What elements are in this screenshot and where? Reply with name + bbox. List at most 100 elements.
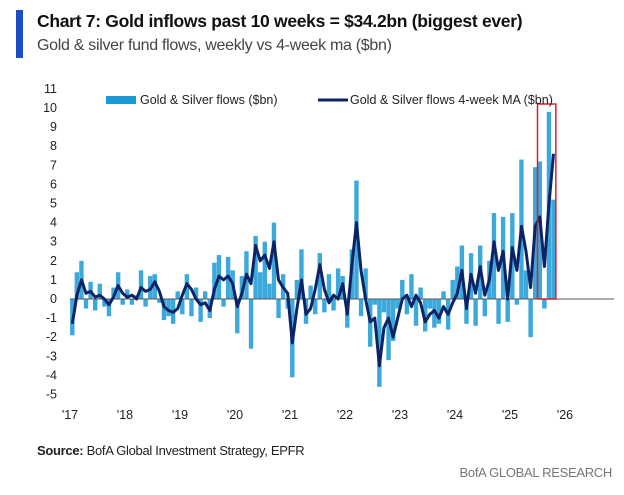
y-tick-label: 5 xyxy=(50,197,57,211)
flow-bar xyxy=(400,279,405,299)
y-tick-label: 6 xyxy=(50,177,57,191)
flow-bar xyxy=(386,299,391,361)
flow-bar xyxy=(193,287,199,299)
x-tick-label: '19 xyxy=(172,408,188,422)
flow-bar xyxy=(427,299,432,309)
flow-bar xyxy=(322,299,327,313)
flow-bar xyxy=(267,283,272,299)
brand-footer: BofA GLOBAL RESEARCH xyxy=(459,465,613,480)
flow-bar xyxy=(450,279,455,299)
y-tick-label: 0 xyxy=(50,292,57,306)
flow-bar xyxy=(203,291,208,299)
chart-subtitle: Gold & silver fund flows, weekly vs 4-we… xyxy=(37,37,392,54)
flow-bar xyxy=(404,299,410,315)
flow-bar xyxy=(253,235,258,299)
legend: Gold & Silver flows ($bn) Gold & Silver … xyxy=(106,93,553,107)
legend-label-line: Gold & Silver flows 4-week MA ($bn) xyxy=(350,93,553,107)
flow-bar xyxy=(175,291,180,299)
flow-bar xyxy=(235,299,240,334)
flow-bar xyxy=(505,299,510,322)
flow-bar xyxy=(97,283,102,299)
flow-bar xyxy=(83,299,89,309)
flow-bar xyxy=(496,299,501,324)
flow-bar xyxy=(354,180,359,299)
ma-line xyxy=(70,153,555,368)
y-tick-label: 7 xyxy=(50,158,57,172)
y-tick-label: 10 xyxy=(43,101,57,115)
flow-bar xyxy=(258,272,263,299)
y-tick-label: -5 xyxy=(46,388,57,402)
y-tick-label: -2 xyxy=(46,330,57,344)
x-tick-label: '24 xyxy=(447,408,463,422)
flow-bar xyxy=(418,287,423,299)
flow-bar xyxy=(106,299,112,317)
flow-bar xyxy=(436,299,442,324)
flow-bar xyxy=(523,270,529,299)
flow-bar xyxy=(491,213,497,299)
flow-bar xyxy=(363,268,368,299)
flow-bar xyxy=(455,266,460,299)
chart-title: Chart 7: Gold inflows past 10 weeks = $3… xyxy=(37,11,523,31)
source-text: BofA Global Investment Strategy, EPFR xyxy=(83,443,305,458)
x-tick-label: '18 xyxy=(117,408,133,422)
flow-bar xyxy=(93,299,98,311)
source-label: Source: xyxy=(37,443,84,458)
flow-bar xyxy=(143,299,148,307)
x-tick-label: '21 xyxy=(282,408,298,422)
flow-bar xyxy=(189,299,194,317)
x-tick-label: '25 xyxy=(502,408,518,422)
flow-bar xyxy=(464,299,469,324)
flow-bar xyxy=(423,299,428,332)
y-tick-label: 3 xyxy=(50,235,57,249)
legend-swatch-bars xyxy=(106,96,136,104)
y-tick-label: -1 xyxy=(46,311,57,325)
flow-bar xyxy=(308,285,313,299)
flow-bar xyxy=(198,299,203,322)
flow-bar xyxy=(409,274,414,299)
flow-bar xyxy=(166,299,171,317)
flow-bar xyxy=(294,279,300,299)
accent-bar xyxy=(16,10,23,58)
x-tick-label: '20 xyxy=(227,408,243,422)
flow-bar xyxy=(473,299,478,326)
flow-bar xyxy=(299,249,304,299)
flow-bar xyxy=(317,253,322,299)
flow-bar xyxy=(271,222,277,299)
flow-bar xyxy=(335,268,341,299)
flow-bar xyxy=(138,270,144,299)
flow-bar xyxy=(482,299,487,317)
y-tick-label: 9 xyxy=(50,120,57,134)
flow-bar xyxy=(331,299,336,311)
source-note: Source: BofA Global Investment Strategy,… xyxy=(37,443,305,458)
flow-bar xyxy=(441,291,446,299)
flow-bar xyxy=(326,274,332,299)
flow-bar xyxy=(381,299,387,313)
y-tick-label: -4 xyxy=(46,368,57,382)
y-tick-label: 4 xyxy=(50,216,57,230)
flow-bar xyxy=(313,299,318,315)
flow-bar xyxy=(377,299,382,387)
flow-bar xyxy=(180,299,185,315)
y-tick-label: 11 xyxy=(44,82,57,96)
y-tick-label: -3 xyxy=(46,349,57,363)
x-tick-label: '26 xyxy=(557,408,573,422)
y-tick-label: 1 xyxy=(50,273,57,287)
flow-bar xyxy=(514,299,520,305)
flow-bar xyxy=(102,299,107,307)
x-tick-label: '17 xyxy=(62,408,78,422)
flow-bar xyxy=(120,299,125,305)
flow-bar xyxy=(221,299,226,307)
flow-bar xyxy=(372,299,377,305)
flow-bar xyxy=(161,299,167,321)
flow-bar xyxy=(74,272,80,299)
legend-label-bars: Gold & Silver flows ($bn) xyxy=(140,93,278,107)
flow-bar xyxy=(152,274,157,299)
flow-bar xyxy=(125,289,130,299)
flow-bar xyxy=(551,199,556,299)
flow-bar xyxy=(157,299,162,303)
flow-bar xyxy=(358,299,364,317)
y-tick-label: 8 xyxy=(50,139,57,153)
flow-bar xyxy=(390,299,396,342)
